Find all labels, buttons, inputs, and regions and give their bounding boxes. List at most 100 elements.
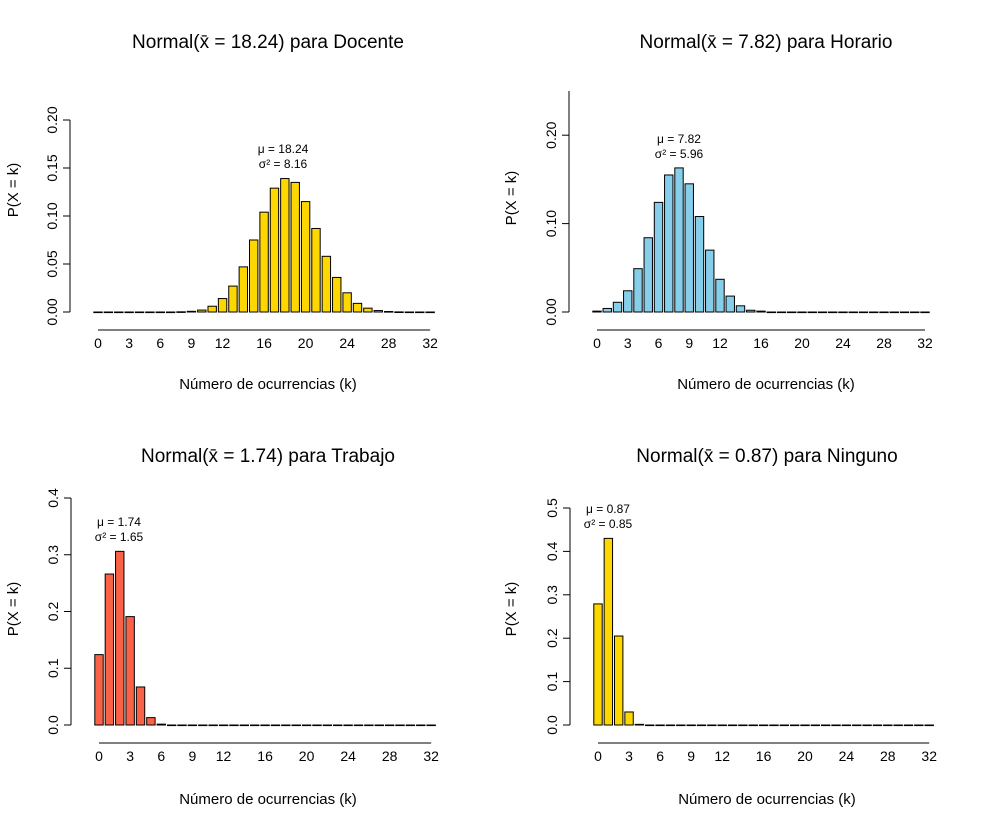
bar	[889, 311, 899, 314]
bar	[321, 255, 332, 313]
chart-title: Normal(x̄ = 18.24) para Docente	[132, 32, 404, 53]
bar	[374, 724, 384, 727]
x-tick-label: 32	[917, 335, 933, 351]
bar	[416, 724, 426, 727]
bar	[603, 537, 614, 726]
bar	[103, 311, 114, 314]
bar	[404, 311, 415, 314]
bar	[779, 724, 789, 727]
x-tick-label: 12	[712, 335, 728, 351]
y-tick-label: 0.15	[44, 154, 60, 181]
bar	[624, 711, 634, 726]
bar	[311, 227, 321, 313]
bar	[738, 724, 748, 727]
bar	[353, 724, 364, 727]
bar	[748, 724, 758, 727]
bar	[177, 724, 187, 727]
bar	[259, 211, 269, 313]
bar	[705, 249, 715, 313]
bar	[727, 724, 738, 727]
bar	[352, 302, 363, 313]
bar	[602, 307, 612, 313]
x-axis-label: Número de ocurrencias (k)	[179, 376, 357, 393]
bar	[155, 311, 165, 314]
y-tick-label: 0.4	[544, 541, 560, 561]
bar	[104, 573, 115, 726]
stats-annotation: σ² = 5.96	[655, 147, 704, 161]
x-tick-label: 28	[381, 335, 397, 351]
bar	[592, 310, 602, 313]
y-tick-label: 0.0	[544, 715, 560, 735]
bar	[291, 724, 301, 727]
bar	[623, 290, 633, 313]
bar	[797, 311, 807, 314]
bar	[883, 724, 893, 727]
x-tick-label: 28	[880, 748, 896, 764]
x-tick-label: 28	[876, 335, 892, 351]
x-tick-label: 16	[753, 335, 769, 351]
bar	[270, 724, 281, 727]
bar	[789, 724, 800, 727]
bar	[124, 311, 134, 314]
bar	[787, 311, 797, 314]
chart-panel-1: Normal(x̄ = 18.24) para Docente 0.00 0.05 0…	[5, 32, 438, 393]
y-axis-label: P(X = k)	[5, 163, 22, 218]
y-tick-label: 0.05	[44, 250, 60, 277]
bar	[146, 717, 156, 726]
x-tick-label: 3	[624, 335, 632, 351]
bar	[260, 724, 270, 727]
x-tick-label: 24	[839, 748, 855, 764]
bar	[838, 311, 848, 314]
bar	[817, 311, 828, 314]
bar	[217, 298, 228, 313]
bar	[696, 724, 707, 727]
bar	[383, 311, 394, 313]
bar	[333, 724, 343, 727]
bar	[810, 724, 821, 727]
stats-annotation: μ = 18.24	[258, 142, 309, 156]
bar	[269, 187, 280, 313]
bar	[920, 311, 930, 314]
bar	[280, 178, 290, 313]
bar	[694, 216, 705, 313]
x-tick-label: 12	[216, 748, 232, 764]
bar	[848, 311, 858, 314]
bar	[342, 292, 352, 313]
stats-annotation: μ = 7.82	[657, 132, 701, 146]
bar	[707, 724, 717, 727]
bar	[769, 724, 779, 727]
x-tick-label: 24	[835, 335, 851, 351]
bar	[156, 723, 166, 726]
y-axis-label: P(X = k)	[503, 171, 520, 226]
bar	[218, 724, 229, 727]
x-tick-label: 16	[257, 748, 273, 764]
x-tick-label: 32	[422, 335, 438, 351]
x-tick-label: 20	[299, 748, 315, 764]
bar	[756, 310, 766, 313]
bar	[914, 724, 924, 727]
y-tick-label: 0.3	[45, 545, 61, 565]
bar	[394, 311, 404, 313]
x-tick-label: 32	[423, 748, 439, 764]
x-tick-label: 32	[921, 748, 937, 764]
bar	[343, 724, 353, 727]
bar	[93, 311, 103, 314]
bar	[166, 724, 177, 727]
bar	[145, 311, 155, 314]
y-tick-label: 0.5	[544, 498, 560, 518]
x-tick-label: 28	[382, 748, 398, 764]
x-tick-label: 0	[593, 335, 601, 351]
x-axis-label: Número de ocurrencias (k)	[677, 376, 855, 393]
bar	[395, 724, 405, 727]
y-tick-label: 0.10	[44, 202, 60, 229]
bar	[301, 724, 312, 727]
bar	[249, 239, 259, 313]
bar	[715, 278, 725, 313]
x-tick-label: 3	[625, 748, 633, 764]
x-tick-label: 24	[340, 748, 356, 764]
bar	[653, 201, 664, 313]
stats-annotation: σ² = 8.16	[259, 157, 308, 171]
bar	[198, 724, 208, 727]
x-tick-label: 9	[188, 335, 196, 351]
